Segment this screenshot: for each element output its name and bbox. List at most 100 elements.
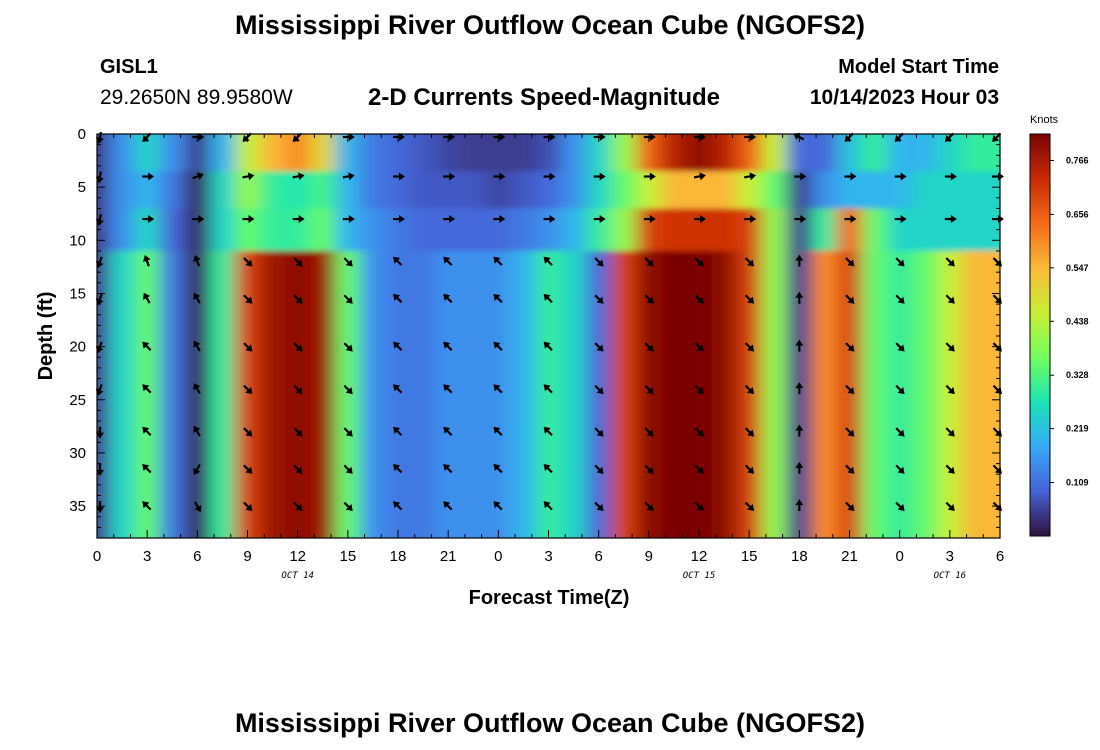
- y-axis-title: Depth (ft): [35, 292, 57, 381]
- x-axis-title: Forecast Time(Z): [469, 587, 630, 609]
- heatmap-cell: [385, 208, 412, 252]
- current-arrow: [493, 463, 503, 474]
- current-arrow: [644, 294, 654, 304]
- colorbar: [1029, 133, 1051, 537]
- heatmap-cell: [862, 171, 888, 210]
- current-arrow: [543, 426, 553, 436]
- current-arrow: [744, 294, 755, 304]
- model-start-value: 10/14/2023 Hour 03: [809, 86, 999, 109]
- heatmap-cell: [109, 134, 136, 172]
- heatmap-cell: [209, 134, 236, 172]
- current-arrow: [143, 255, 151, 267]
- heatmap-cell: [410, 208, 437, 252]
- heatmap-cell: [234, 208, 261, 252]
- heatmap-cell: [811, 208, 838, 252]
- current-arrow: [193, 255, 201, 267]
- current-arrow: [795, 499, 804, 512]
- heatmap-cell: [260, 208, 286, 252]
- current-arrow: [243, 427, 253, 437]
- current-arrow: [443, 501, 453, 511]
- heatmap-cell: [736, 134, 763, 172]
- heatmap-cell: [962, 134, 989, 172]
- heatmap-cell: [134, 208, 161, 252]
- heatmap-cell: [510, 171, 537, 210]
- current-arrow: [594, 342, 604, 352]
- current-arrow: [192, 215, 205, 224]
- heatmap-cell: [335, 208, 361, 252]
- current-arrow: [393, 463, 403, 474]
- heatmap-cell: [611, 250, 637, 538]
- x-tick-label: 3: [143, 548, 151, 565]
- current-arrow: [694, 384, 704, 395]
- current-arrow: [644, 464, 654, 474]
- heatmap-cell: [711, 208, 738, 252]
- current-arrow: [845, 501, 855, 512]
- current-arrow: [493, 384, 503, 394]
- heatmap-cell: [561, 171, 587, 210]
- x-tick-label: 9: [243, 548, 251, 565]
- heatmap-cell: [535, 208, 562, 252]
- y-tick-label: 5: [78, 179, 86, 196]
- heatmap-cell: [209, 171, 236, 210]
- heatmap-cell: [686, 134, 713, 172]
- colorbar-label: 0.438: [1066, 316, 1089, 326]
- current-arrow: [543, 256, 553, 266]
- heatmap-cell: [586, 134, 612, 172]
- heatmap-cell: [811, 134, 838, 172]
- x-tick-label: 18: [791, 548, 808, 565]
- x-tick-label: 0: [93, 548, 101, 565]
- current-arrow: [945, 464, 955, 474]
- x-tick-label: 0: [494, 548, 502, 565]
- heatmap-cell: [109, 171, 136, 210]
- current-arrow: [193, 501, 202, 513]
- date-label: OCT 16: [934, 571, 967, 581]
- current-arrow: [193, 464, 201, 475]
- heatmap-cell: [836, 134, 863, 172]
- heatmap-cell: [134, 134, 161, 172]
- current-arrow: [844, 215, 857, 224]
- current-arrow: [243, 294, 253, 304]
- current-arrow: [443, 293, 453, 304]
- heatmap-cell: [310, 171, 336, 210]
- heatmap-cell: [836, 208, 863, 252]
- current-arrow: [794, 215, 807, 224]
- heatmap-cell: [159, 208, 186, 252]
- heatmap-cell: [510, 134, 537, 172]
- current-arrow: [795, 424, 804, 437]
- current-arrow: [493, 215, 506, 224]
- x-tick-label: 6: [594, 548, 602, 565]
- y-tick-label: 15: [69, 285, 86, 302]
- current-arrow: [944, 215, 957, 224]
- current-arrow: [543, 501, 553, 511]
- heatmap-cell: [561, 134, 587, 172]
- heatmap-cell: [862, 208, 888, 252]
- y-tick-label: 25: [69, 392, 86, 409]
- heatmap-cell: [285, 208, 311, 252]
- current-arrow: [142, 463, 152, 474]
- heatmap-cell: [410, 134, 437, 172]
- heatmap-cell: [109, 250, 136, 538]
- heatmap-cell: [962, 250, 989, 538]
- current-arrow: [243, 384, 253, 395]
- current-arrow: [694, 215, 706, 224]
- heatmap-cell: [761, 134, 788, 172]
- current-arrow: [694, 464, 704, 474]
- product-title: 2-D Currents Speed-Magnitude: [368, 84, 721, 111]
- x-tick-label: 6: [193, 548, 201, 565]
- current-arrow: [795, 291, 804, 304]
- current-arrow: [292, 215, 305, 224]
- heatmap-cell: [711, 134, 738, 172]
- current-arrow: [293, 464, 303, 474]
- current-arrow: [643, 215, 656, 224]
- current-arrow: [243, 257, 253, 267]
- current-arrow: [845, 384, 855, 395]
- x-tick-label: 12: [289, 548, 306, 565]
- current-arrow: [945, 501, 955, 512]
- heatmap-cell: [561, 250, 587, 538]
- current-arrow: [393, 426, 403, 436]
- heatmap-cell: [636, 208, 662, 252]
- x-tick-label: 15: [339, 548, 356, 565]
- heatmap-cell: [761, 250, 788, 538]
- heatmap-cell: [661, 134, 688, 172]
- heatmap-cell: [360, 208, 387, 252]
